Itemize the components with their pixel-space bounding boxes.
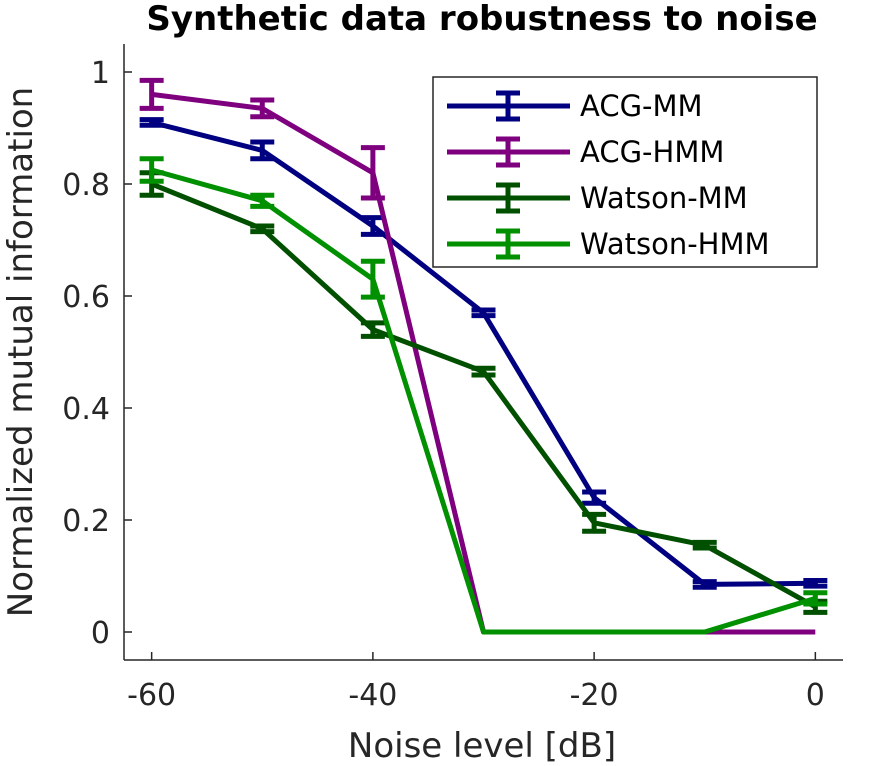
error-bar xyxy=(692,539,717,551)
error-bar xyxy=(250,192,275,209)
y-tick-label: 0.6 xyxy=(62,280,110,315)
legend-label: ACG-HMM xyxy=(580,135,724,169)
error-bar xyxy=(692,579,717,590)
y-tick-label: 0.2 xyxy=(62,504,110,539)
error-bar xyxy=(471,307,496,319)
legend-item-watson-hmm: Watson-HMM xyxy=(447,227,770,261)
y-axis-title: Normalized mutual information xyxy=(1,87,41,618)
error-bar xyxy=(803,590,828,607)
series-layer xyxy=(139,77,828,635)
legend-label: Watson-HMM xyxy=(580,227,770,261)
error-bar xyxy=(139,117,164,128)
chart-title: Synthetic data robustness to noise xyxy=(146,0,817,39)
error-bar xyxy=(360,320,385,339)
error-bar xyxy=(471,365,496,378)
series-watson-hmm xyxy=(139,156,828,635)
error-bar xyxy=(360,258,385,300)
error-bar xyxy=(250,97,275,120)
error-bar xyxy=(582,489,607,506)
legend-item-acg-hmm: ACG-HMM xyxy=(447,135,724,169)
series-acg-mm xyxy=(139,117,828,590)
axes: 0 0.2 0.4 0.6 0.8 1 -60 -40 -20 0 xyxy=(62,44,843,713)
legend-label: ACG-MM xyxy=(580,89,703,123)
error-bar xyxy=(582,511,607,534)
x-tick-label: 0 xyxy=(806,678,825,713)
x-tick-label: -20 xyxy=(570,678,619,713)
error-bar xyxy=(250,139,275,162)
series-watson-mm xyxy=(139,170,828,615)
x-tick-label: -60 xyxy=(127,678,176,713)
error-bar xyxy=(803,577,828,589)
y-tick-label: 1 xyxy=(91,56,110,91)
legend-box xyxy=(432,76,818,268)
legend-item-watson-mm: Watson-MM xyxy=(447,181,748,215)
legend: ACG-MM ACG-HMM Watson-MM Watson-HMM xyxy=(432,76,818,268)
x-tick-label: -40 xyxy=(348,678,397,713)
legend-item-acg-mm: ACG-MM xyxy=(447,89,703,123)
legend-label: Watson-MM xyxy=(580,181,748,215)
error-bar xyxy=(250,223,275,235)
error-bar xyxy=(139,77,164,111)
y-tick-label: 0 xyxy=(91,616,110,651)
y-tick-label: 0.4 xyxy=(62,392,110,427)
error-bar xyxy=(360,145,385,201)
error-bar xyxy=(360,215,385,237)
error-bar xyxy=(139,156,164,184)
x-axis-title: Noise level [dB] xyxy=(348,726,616,766)
y-tick-label: 0.8 xyxy=(62,168,110,203)
